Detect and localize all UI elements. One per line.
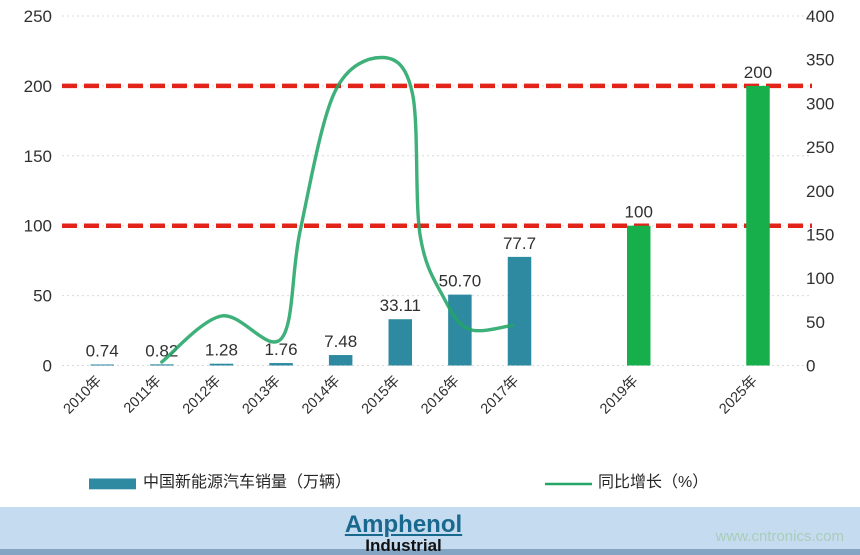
svg-text:200: 200 xyxy=(806,182,834,201)
svg-text:150: 150 xyxy=(806,225,834,244)
svg-text:150: 150 xyxy=(24,147,52,166)
svg-text:同比增长（%）: 同比增长（%） xyxy=(598,473,708,491)
svg-text:0.74: 0.74 xyxy=(86,341,119,360)
svg-text:250: 250 xyxy=(806,138,834,157)
svg-text:33.11: 33.11 xyxy=(380,296,421,315)
svg-text:50: 50 xyxy=(806,313,825,332)
svg-text:350: 350 xyxy=(806,51,834,70)
svg-text:50.70: 50.70 xyxy=(439,272,482,291)
svg-text:77.7: 77.7 xyxy=(503,234,536,253)
svg-text:300: 300 xyxy=(806,94,834,113)
svg-text:100: 100 xyxy=(625,203,653,222)
svg-text:0: 0 xyxy=(806,357,815,376)
svg-text:1.76: 1.76 xyxy=(264,340,297,359)
svg-text:中国新能源汽车销量（万辆）: 中国新能源汽车销量（万辆） xyxy=(143,473,351,491)
svg-text:1.28: 1.28 xyxy=(205,341,238,360)
svg-text:7.48: 7.48 xyxy=(324,332,357,351)
svg-text:250: 250 xyxy=(24,7,52,26)
svg-text:200: 200 xyxy=(24,77,52,96)
svg-text:100: 100 xyxy=(806,269,834,288)
svg-text:50: 50 xyxy=(33,287,52,306)
svg-text:0: 0 xyxy=(43,357,52,376)
svg-text:400: 400 xyxy=(806,7,834,26)
svg-text:200: 200 xyxy=(744,63,772,82)
svg-text:100: 100 xyxy=(24,217,52,236)
